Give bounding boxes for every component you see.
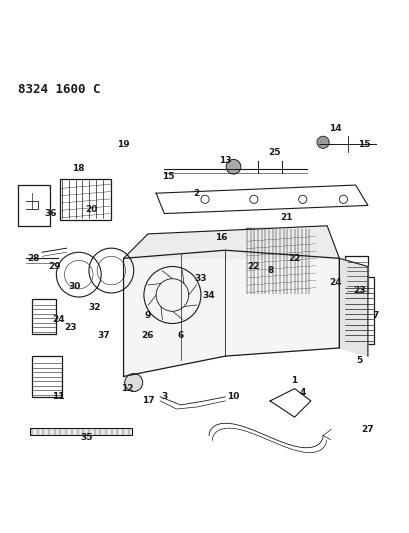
Text: 25: 25 bbox=[267, 148, 280, 157]
Text: 7: 7 bbox=[372, 311, 378, 320]
Circle shape bbox=[124, 374, 142, 392]
Text: 14: 14 bbox=[328, 124, 341, 133]
Text: 30: 30 bbox=[68, 282, 81, 292]
Text: 22: 22 bbox=[247, 262, 259, 271]
Text: 10: 10 bbox=[227, 392, 239, 401]
Text: 11: 11 bbox=[52, 392, 65, 401]
Text: 29: 29 bbox=[48, 262, 61, 271]
Bar bbox=[32, 299, 56, 334]
Text: 5: 5 bbox=[356, 356, 362, 365]
Text: 20: 20 bbox=[85, 205, 97, 214]
Polygon shape bbox=[123, 250, 339, 376]
Text: 16: 16 bbox=[214, 233, 227, 243]
Text: 15: 15 bbox=[357, 140, 369, 149]
Text: 8: 8 bbox=[266, 266, 273, 275]
Text: 24: 24 bbox=[328, 278, 341, 287]
Text: 23: 23 bbox=[64, 323, 76, 332]
Circle shape bbox=[316, 136, 328, 148]
Bar bbox=[345, 256, 367, 293]
Text: 12: 12 bbox=[121, 384, 134, 393]
Text: 9: 9 bbox=[144, 311, 151, 320]
Bar bbox=[60, 179, 111, 220]
Text: 27: 27 bbox=[361, 425, 373, 434]
Text: 32: 32 bbox=[89, 303, 101, 312]
Text: 18: 18 bbox=[72, 164, 85, 173]
Text: 26: 26 bbox=[142, 331, 154, 340]
Text: 34: 34 bbox=[202, 290, 215, 300]
Text: 28: 28 bbox=[28, 254, 40, 263]
Text: 3: 3 bbox=[161, 392, 167, 401]
Bar bbox=[18, 185, 50, 226]
Text: 19: 19 bbox=[117, 140, 130, 149]
Text: 4: 4 bbox=[299, 388, 305, 397]
Text: 17: 17 bbox=[142, 397, 154, 406]
Bar bbox=[32, 356, 62, 397]
Text: 2: 2 bbox=[193, 189, 200, 198]
Text: 22: 22 bbox=[288, 254, 300, 263]
Text: 21: 21 bbox=[279, 213, 292, 222]
Text: 1: 1 bbox=[291, 376, 297, 385]
Text: 13: 13 bbox=[218, 156, 231, 165]
Circle shape bbox=[226, 159, 240, 174]
Bar bbox=[245, 228, 316, 295]
Text: 33: 33 bbox=[194, 274, 207, 283]
Polygon shape bbox=[123, 226, 339, 259]
Text: 8324 1600 C: 8324 1600 C bbox=[18, 83, 100, 96]
Text: 23: 23 bbox=[353, 286, 365, 295]
Text: 36: 36 bbox=[44, 209, 56, 218]
Bar bbox=[343, 277, 373, 344]
Text: 35: 35 bbox=[81, 433, 93, 442]
Polygon shape bbox=[339, 259, 367, 356]
Text: 6: 6 bbox=[177, 331, 183, 340]
Text: 37: 37 bbox=[97, 331, 109, 340]
Text: 24: 24 bbox=[52, 315, 65, 324]
Text: 15: 15 bbox=[162, 172, 174, 181]
Bar bbox=[30, 428, 131, 435]
